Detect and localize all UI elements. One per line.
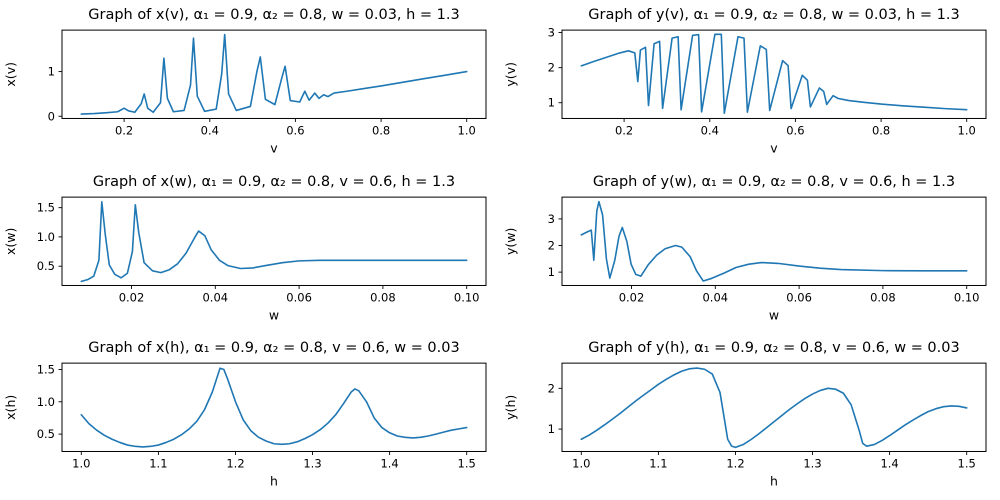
y-axis-label: x(h) [3, 395, 18, 420]
y-tick-label: 0.5 [37, 427, 55, 441]
line-series [80, 200, 468, 282]
x-tick-label: 1.0 [72, 457, 90, 471]
x-tick-label: 1.0 [572, 457, 590, 471]
plot-area: 0.2 0.4 0.6 0.8 1.0 0 1 [48, 29, 487, 138]
x-tick-label: 1.0 [458, 124, 476, 138]
plot-area: 1.0 1.1 1.2 1.3 1.4 1.5 1 2 [548, 362, 987, 471]
x-tick-label: 0.08 [870, 290, 896, 304]
y-tick-label: 1 [548, 96, 555, 110]
axes-frame [561, 29, 987, 119]
subplot-title: Graph of y(h), α₁ = 0.9, α₂ = 0.8, v = 0… [588, 340, 959, 356]
x-tick-label: 0.02 [119, 290, 145, 304]
line-series [580, 33, 968, 115]
x-tick-label: 0.4 [701, 124, 719, 138]
y-axis-label: x(v) [3, 62, 18, 87]
plot-area: 0.2 0.4 0.6 0.8 1.0 1 2 3 [548, 26, 987, 138]
line-series [80, 33, 468, 115]
x-tick-label: 1.3 [303, 457, 321, 471]
subplot-title: Graph of x(w), α₁ = 0.9, α₂ = 0.8, v = 0… [93, 174, 455, 190]
x-tick-label: 1.4 [380, 457, 398, 471]
y-axis-label: y(v) [503, 62, 518, 87]
y-tick-label: 1 [548, 422, 555, 436]
y-tick-label: 0.5 [37, 259, 55, 273]
x-tick-label: 1.2 [726, 457, 744, 471]
plot-area: 0.02 0.04 0.06 0.08 0.10 1 2 3 [548, 196, 987, 304]
y-tick-label: 1.0 [37, 230, 55, 244]
axes-frame [561, 362, 987, 453]
subplot-y-of-h: 1.0 1.1 1.2 1.3 1.4 1.5 1 2 Graph of y(h), α₁ =… [500, 333, 1000, 500]
y-axis-label: y(h) [503, 395, 518, 420]
axes-frame [561, 196, 987, 286]
x-tick-label: 1.1 [649, 457, 667, 471]
plot-canvas: 1.0 1.1 1.2 1.3 1.4 1.5 1 2 Graph of y(h), α₁ =… [503, 340, 987, 489]
x-tick-label: 0.04 [703, 290, 729, 304]
x-tick-label: 1.3 [803, 457, 821, 471]
line-series [80, 367, 468, 449]
subplot-x-of-h: 1.0 1.1 1.2 1.3 1.4 1.5 0.5 1.0 1.5 Graph of x(h… [0, 333, 500, 500]
plot-canvas: 0.02 0.04 0.06 0.08 0.10 1 2 3 Graph of y(w), α… [503, 174, 987, 322]
subplot-y-of-v: 0.2 0.4 0.6 0.8 1.0 1 2 3 Graph of y(v), α₁ = 0… [500, 0, 1000, 167]
plot-area: 0.02 0.04 0.06 0.08 0.10 0.5 1.0 1.5 [37, 196, 487, 304]
y-tick-label: 3 [548, 26, 555, 40]
plot-canvas: 0.02 0.04 0.06 0.08 0.10 0.5 1.0 1.5 Graph of x… [3, 174, 487, 322]
y-tick-label: 3 [548, 212, 555, 226]
x-tick-label: 1.5 [458, 457, 476, 471]
x-tick-label: 0.2 [115, 124, 133, 138]
subplot-title: Graph of y(v), α₁ = 0.9, α₂ = 0.8, w = 0… [588, 7, 959, 23]
x-axis-label: w [269, 307, 279, 322]
subplot-title: Graph of y(w), α₁ = 0.9, α₂ = 0.8, v = 0… [593, 174, 955, 190]
y-tick-label: 1.5 [37, 363, 55, 377]
x-tick-label: 0.8 [872, 124, 890, 138]
y-tick-label: 2 [548, 382, 555, 396]
y-tick-label: 1.0 [37, 395, 55, 409]
y-tick-label: 0 [48, 109, 55, 123]
line-series [580, 367, 968, 449]
y-tick-label: 1.5 [37, 200, 55, 214]
x-tick-label: 0.08 [370, 290, 396, 304]
x-tick-label: 1.0 [958, 124, 976, 138]
axes-frame [61, 29, 487, 119]
y-tick-label: 1 [48, 65, 55, 79]
plot-area: 1.0 1.1 1.2 1.3 1.4 1.5 0.5 1.0 1.5 [37, 362, 487, 471]
y-axis-label: x(w) [3, 227, 18, 254]
x-tick-label: 0.10 [454, 290, 480, 304]
x-tick-label: 0.04 [203, 290, 229, 304]
subplot-title: Graph of x(h), α₁ = 0.9, α₂ = 0.8, v = 0… [88, 340, 459, 356]
plot-canvas: 0.2 0.4 0.6 0.8 1.0 1 2 3 Graph of y(v), α₁ = 0… [503, 7, 987, 156]
subplot-y-of-w: 0.02 0.04 0.06 0.08 0.10 1 2 3 Graph of y(w), α… [500, 167, 1000, 334]
x-tick-label: 0.4 [201, 124, 219, 138]
x-tick-label: 0.2 [615, 124, 633, 138]
y-axis-label: y(w) [503, 227, 518, 254]
x-axis-label: w [769, 307, 779, 322]
y-tick-label: 2 [548, 238, 555, 252]
plot-canvas: 0.2 0.4 0.6 0.8 1.0 0 1 Graph of x(v), α₁ = 0.… [3, 7, 487, 156]
plot-canvas: 1.0 1.1 1.2 1.3 1.4 1.5 0.5 1.0 1.5 Graph of x(h… [3, 340, 487, 489]
x-tick-label: 0.10 [954, 290, 980, 304]
subplot-x-of-w: 0.02 0.04 0.06 0.08 0.10 0.5 1.0 1.5 Graph of x… [0, 167, 500, 334]
x-tick-label: 1.2 [226, 457, 244, 471]
x-tick-label: 0.6 [286, 124, 304, 138]
x-axis-label: v [270, 141, 278, 156]
x-tick-label: 0.8 [372, 124, 390, 138]
line-series [580, 200, 968, 282]
axes-frame [61, 362, 487, 453]
y-tick-label: 1 [548, 265, 555, 279]
x-axis-label: h [770, 474, 778, 489]
x-tick-label: 1.5 [958, 457, 976, 471]
x-axis-label: h [270, 474, 278, 489]
x-axis-label: v [770, 141, 778, 156]
subplot-x-of-v: 0.2 0.4 0.6 0.8 1.0 0 1 Graph of x(v), α₁ = 0.… [0, 0, 500, 167]
subplot-title: Graph of x(v), α₁ = 0.9, α₂ = 0.8, w = 0… [88, 7, 459, 23]
x-tick-label: 0.6 [786, 124, 804, 138]
x-tick-label: 0.02 [619, 290, 645, 304]
x-tick-label: 1.1 [149, 457, 167, 471]
axes-frame [61, 196, 487, 286]
x-tick-label: 0.06 [786, 290, 812, 304]
x-tick-label: 1.4 [880, 457, 898, 471]
x-tick-label: 0.06 [286, 290, 312, 304]
y-tick-label: 2 [548, 61, 555, 75]
